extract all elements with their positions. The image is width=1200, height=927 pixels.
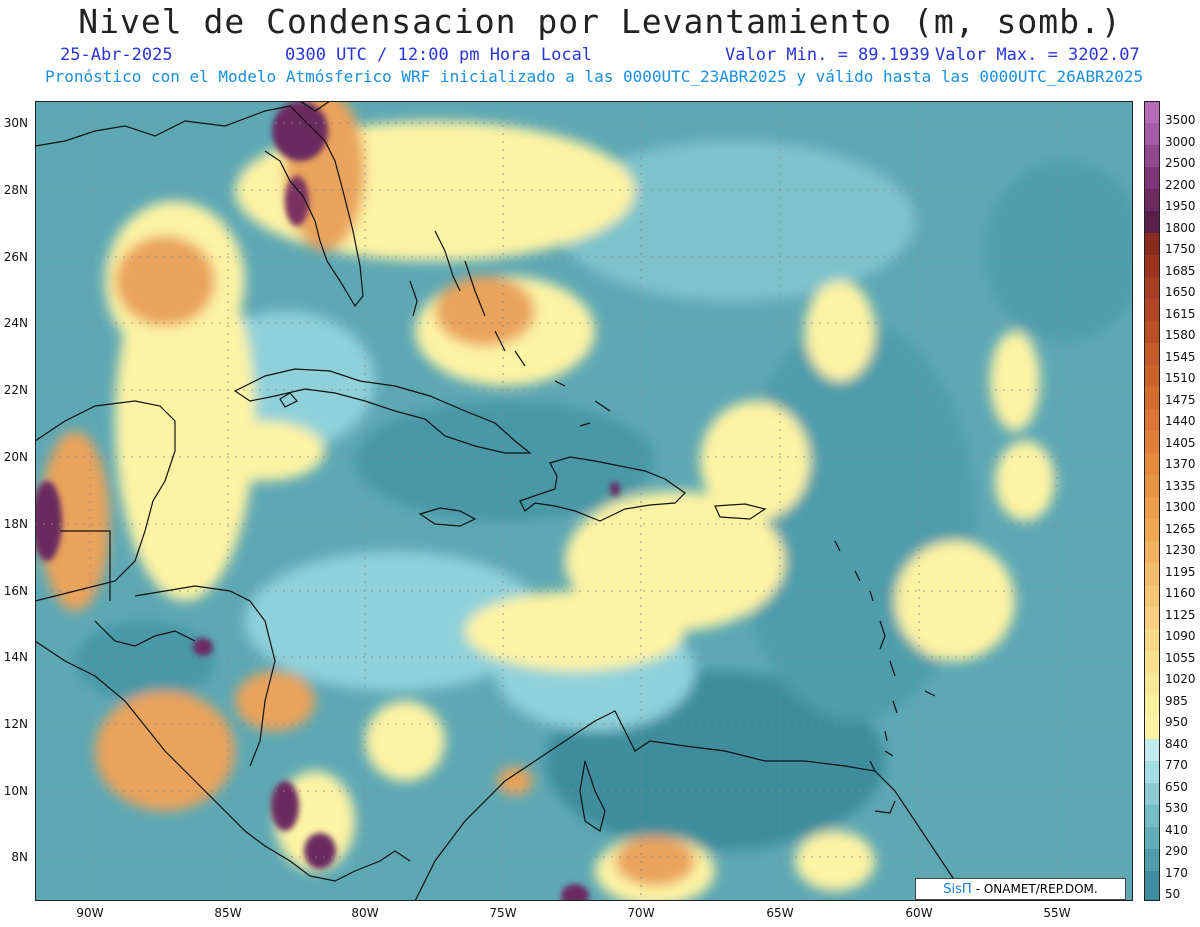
lat-label-12n: 12N: [3, 717, 28, 731]
legend-label: 1440: [1165, 414, 1196, 428]
legend-label: 1020: [1165, 672, 1196, 686]
forecast-time: 0300 UTC / 12:00 pm Hora Local: [285, 45, 593, 65]
lcl-map: [35, 101, 1133, 901]
lon-label-80w: 80W: [351, 906, 379, 920]
legend-label: 1160: [1165, 586, 1196, 600]
legend-label: 1300: [1165, 500, 1196, 514]
legend-label: 1125: [1165, 608, 1196, 622]
lat-label-14n: 14N: [3, 650, 28, 664]
lat-label-24n: 24N: [3, 316, 28, 330]
legend-label: 50: [1165, 887, 1181, 901]
lat-label-18n: 18N: [3, 517, 28, 531]
lon-label-55w: 55W: [1043, 906, 1071, 920]
legend-label: 1335: [1165, 479, 1196, 493]
legend-label: 3000: [1165, 135, 1196, 149]
legend-label: 410: [1165, 823, 1188, 837]
legend-label: 1265: [1165, 522, 1196, 536]
lon-label-75w: 75W: [489, 906, 517, 920]
legend-label: 770: [1165, 758, 1188, 772]
lat-label-16n: 16N: [3, 584, 28, 598]
credit-org: - ONAMET/REP.DOM.: [975, 882, 1098, 896]
legend-label: 1370: [1165, 457, 1196, 471]
lon-label-65w: 65W: [766, 906, 794, 920]
legend-label: 530: [1165, 801, 1188, 815]
legend-label: 1195: [1165, 565, 1196, 579]
lat-label-28n: 28N: [3, 183, 28, 197]
legend-label: 1750: [1165, 242, 1196, 256]
map-title: Nivel de Condensacion por Levantamiento …: [78, 2, 1122, 41]
min-value: Valor Min. = 89.1939: [725, 45, 930, 65]
lon-label-60w: 60W: [905, 906, 933, 920]
legend-label: 1615: [1165, 307, 1196, 321]
lat-label-22n: 22N: [3, 383, 28, 397]
legend-label: 170: [1165, 866, 1188, 880]
legend-label: 1545: [1165, 350, 1196, 364]
legend-label: 950: [1165, 715, 1188, 729]
lon-label-85w: 85W: [214, 906, 242, 920]
legend-label: 650: [1165, 780, 1188, 794]
lat-label-8n: 8N: [11, 850, 28, 864]
legend-label: 1055: [1165, 651, 1196, 665]
lat-label-20n: 20N: [3, 450, 28, 464]
model-description: Pronóstico con el Modelo Atmósferico WRF…: [45, 67, 1144, 86]
forecast-date: 25-Abr-2025: [60, 45, 173, 65]
legend-label: 1650: [1165, 285, 1196, 299]
legend-label: 1580: [1165, 328, 1196, 342]
lat-label-30n: 30N: [3, 116, 28, 130]
legend-label: 2500: [1165, 156, 1196, 170]
legend-label: 1685: [1165, 264, 1196, 278]
legend-label: 985: [1165, 694, 1188, 708]
credit-box: SisΠ - ONAMET/REP.DOM.: [915, 878, 1126, 900]
legend-label: 1475: [1165, 393, 1196, 407]
lat-label-26n: 26N: [3, 250, 28, 264]
legend-label: 1090: [1165, 629, 1196, 643]
lon-label-70w: 70W: [627, 906, 655, 920]
legend-label: 1230: [1165, 543, 1196, 557]
lat-label-10n: 10N: [3, 784, 28, 798]
legend-label: 1800: [1165, 221, 1196, 235]
legend-label: 290: [1165, 844, 1188, 858]
legend-label: 1405: [1165, 436, 1196, 450]
sis-logo-text: SisΠ: [943, 881, 972, 897]
lon-label-90w: 90W: [76, 906, 104, 920]
legend-label: 3500: [1165, 113, 1196, 127]
legend-label: 2200: [1165, 178, 1196, 192]
legend-label: 1950: [1165, 199, 1196, 213]
coastlines: [35, 101, 971, 901]
max-value: Valor Max. = 3202.07: [935, 45, 1140, 65]
legend-label: 840: [1165, 737, 1188, 751]
color-legend: [1144, 101, 1160, 901]
legend-label: 1510: [1165, 371, 1196, 385]
